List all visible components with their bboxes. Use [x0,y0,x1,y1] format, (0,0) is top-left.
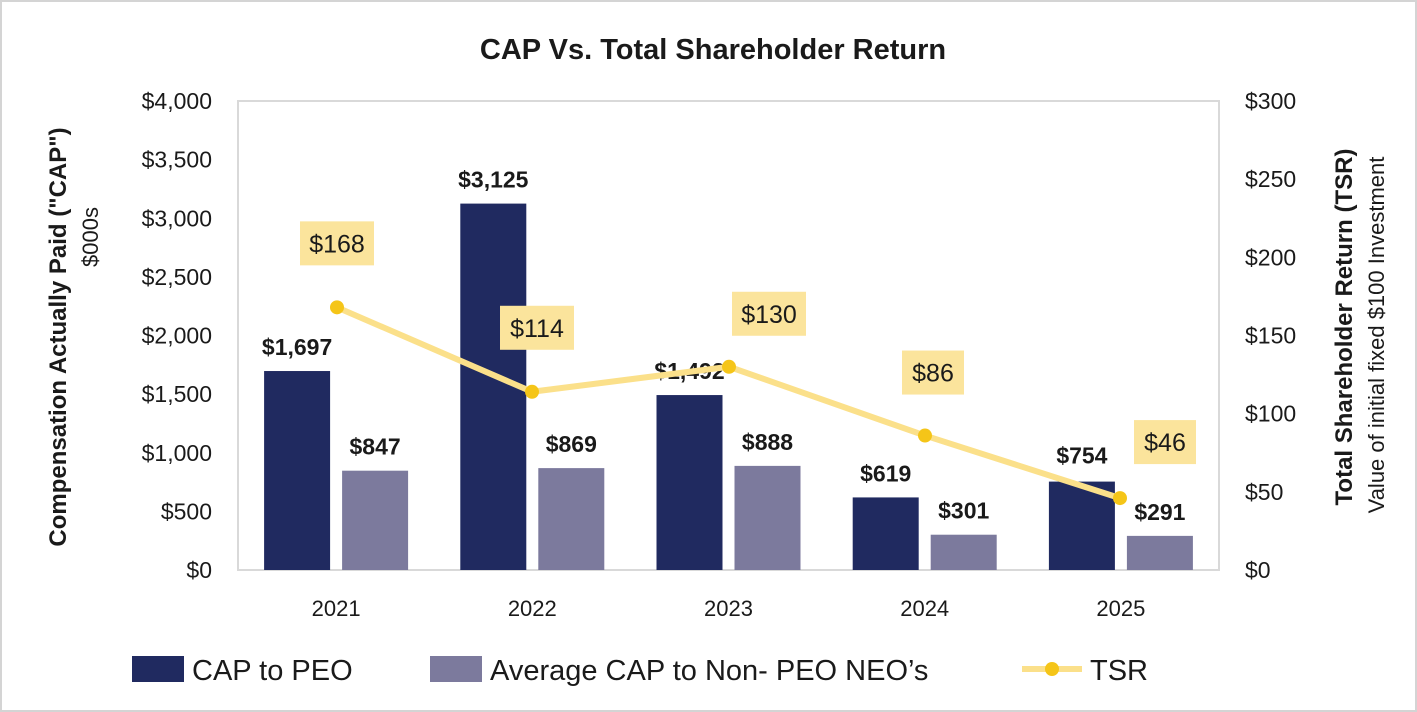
legend-label-cap-to-peo: CAP to PEO [192,655,353,687]
bar-avg-cap-non-peo [342,470,409,570]
legend-swatch-cap-to-peo [132,656,184,682]
bar-avg-cap-non-peo [734,465,801,570]
left-tick-label: $4,000 [142,88,212,114]
bar-data-label: $754 [1056,443,1107,469]
bar-cap-to-peo [1048,481,1115,570]
tsr-data-label: $86 [912,360,954,388]
tsr-label-box [732,291,806,336]
tsr-point [330,300,344,315]
bar-data-label: $291 [1134,499,1185,525]
plot-area [237,100,1220,571]
tsr-labels: $168 $114 $130 $86 $46 [300,221,1196,465]
x-tick-label: 2023 [704,596,753,621]
right-tick-label: $250 [1245,166,1296,192]
tsr-series-line [335,304,1121,501]
right-tick-label: $100 [1245,401,1296,427]
bar-avg-cap-non-peo [1126,535,1193,570]
bar-data-label: $619 [860,460,911,486]
legend: CAP to PEO Average CAP to Non- PEO NEO’s T… [132,655,1148,687]
tsr-label-box [500,305,574,350]
left-tick-label: $1,000 [142,440,212,466]
tsr-data-label: $46 [1144,429,1186,457]
legend-label-tsr: TSR [1090,655,1148,687]
chart-title: CAP Vs. Total Shareholder Return [480,34,946,66]
bars [264,203,1193,570]
bar-data-label: $1,697 [262,334,332,360]
right-tick-label: $200 [1245,244,1296,270]
x-axis-ticks: 2021 2022 2023 2024 2025 [312,596,1146,621]
left-axis-subtitle: $000s [78,207,103,267]
left-tick-label: $3,500 [142,147,212,173]
left-tick-label: $2,500 [142,264,212,290]
bar-avg-cap-non-peo [930,534,997,570]
bar-cap-to-peo [852,497,919,570]
left-tick-label: $3,000 [142,205,212,231]
tsr-data-label: $114 [510,315,564,343]
bar-data-label: $847 [350,434,401,460]
bar-cap-to-peo [264,371,331,570]
x-tick-label: 2024 [900,596,949,621]
right-tick-label: $50 [1245,479,1283,505]
bar-data-label: $3,125 [458,167,529,193]
left-axis-ticks: $0 $500 $1,000 $1,500 $2,000 $2,500 $3,000 $3,5… [142,88,212,583]
left-tick-label: $2,000 [142,323,212,349]
left-tick-label: $500 [161,498,212,524]
bar-data-label: $301 [938,498,989,524]
tsr-point [1113,491,1127,506]
tsr-label-box [300,221,374,266]
tsr-point [525,384,539,399]
left-tick-label: $0 [186,557,212,583]
tsr-point [918,428,932,443]
right-axis-subtitle: Value of initial fixed $100 Investment [1364,157,1389,514]
left-tick-label: $1,500 [142,381,212,407]
tsr-data-label: $168 [309,230,365,258]
x-tick-label: 2025 [1096,596,1145,621]
bar-cap-to-peo [656,395,723,570]
right-axis-title: Total Shareholder Return (TSR) [1331,149,1358,506]
tsr-point [722,359,736,374]
bar-labels: $1,697$3,125$1,492$619$754$847 $869 $888$3… [262,167,1186,525]
legend-label-avg-cap: Average CAP to Non- PEO NEO’s [490,655,928,687]
right-axis-ticks: $0 $50 $100 $150 $200 $250 $300 [1245,88,1296,583]
x-tick-label: 2022 [508,596,557,621]
legend-swatch-avg-cap [430,656,482,682]
tsr-label-box [902,350,964,395]
left-axis-title: Compensation Actually Paid ("CAP") [45,127,72,546]
tsr-label-box [1134,420,1196,465]
legend-swatch-tsr-marker [1045,662,1059,676]
plot-border [237,100,1220,571]
bar-data-label: $888 [742,429,793,455]
bar-data-label: $869 [546,431,597,457]
tsr-data-label: $130 [741,301,797,329]
right-tick-label: $0 [1245,557,1271,583]
tsr-line [330,300,1127,506]
right-tick-label: $150 [1245,323,1296,349]
bar-avg-cap-non-peo [538,468,605,570]
x-tick-label: 2021 [312,596,361,621]
right-tick-label: $300 [1245,88,1296,114]
